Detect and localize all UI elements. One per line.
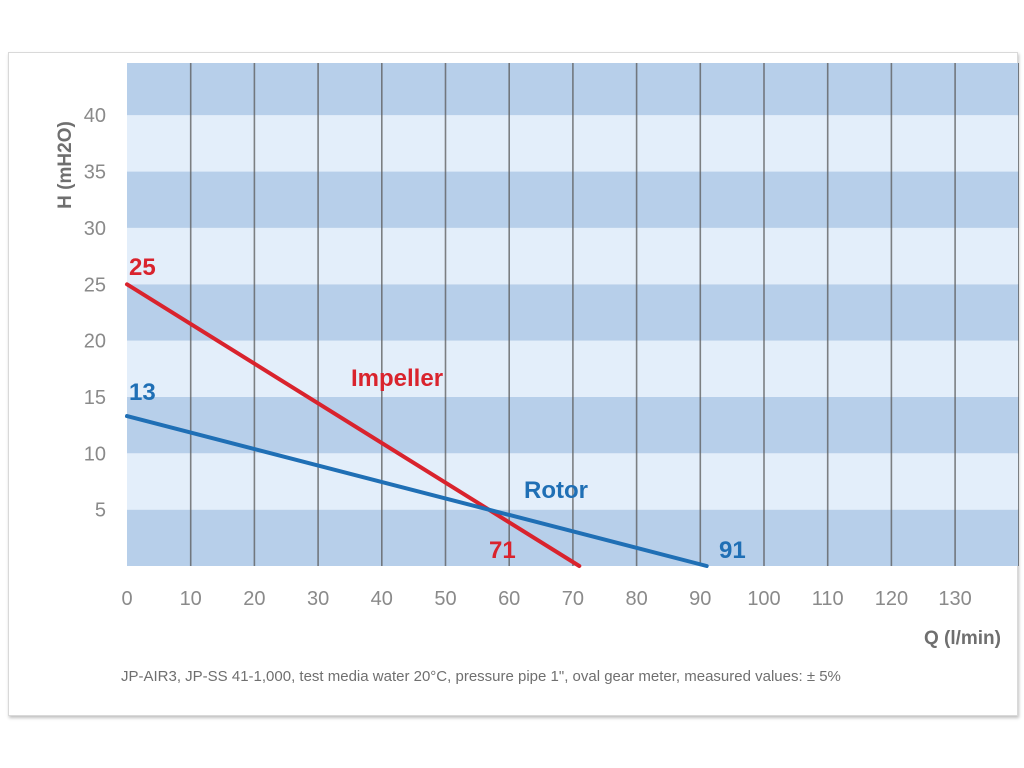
vertical-gridlines [189,63,1019,566]
series-lines [125,282,709,568]
x-tick-label: 120 [875,588,908,610]
x-tick-label: 10 [180,588,202,610]
y-tick-label: 30 [84,218,106,240]
x-tick-label: 70 [562,588,584,610]
y-tick-label: 20 [84,331,106,353]
x-axis-title: Q (l/min) [924,628,1001,649]
x-tick-label: 100 [747,588,780,610]
x-tick-label: 130 [938,588,971,610]
y-tick-label: 35 [84,162,106,184]
y-tick-label: 25 [84,274,106,296]
rotor-end-label: 91 [719,537,746,564]
impeller-end-label: 71 [489,537,516,564]
x-tick-label: 20 [243,588,265,610]
x-tick-label: 40 [371,588,393,610]
y-tick-label: 15 [84,387,106,409]
footnote: JP-AIR3, JP-SS 41-1,000, test media wate… [121,668,841,685]
y-tick-labels: 5 10 15 20 25 30 35 40 [84,105,106,521]
chart-frame: 5 10 15 20 25 30 35 40 0 10 20 30 40 50 60 70 80 90 100 11… [8,52,1019,716]
impeller-start-label: 25 [129,254,156,281]
x-tick-label: 90 [689,588,711,610]
y-axis-title: H (mH2O) [55,121,76,209]
series-line-impeller [125,282,582,568]
x-tick-label: 30 [307,588,329,610]
x-tick-label: 80 [625,588,647,610]
series-annotations: 25 71 Impeller 13 91 Rotor [129,254,746,564]
x-tick-label: 50 [434,588,456,610]
series-line-rotor [125,414,709,568]
y-tick-label: 40 [84,105,106,127]
x-tick-label: 60 [498,588,520,610]
pump-curve-chart: 5 10 15 20 25 30 35 40 0 10 20 30 40 50 60 70 80 90 100 11… [55,63,1019,685]
x-tick-labels: 0 10 20 30 40 50 60 70 80 90 100 110 120 130 [121,588,971,610]
impeller-series-label: Impeller [351,365,443,392]
x-tick-label: 0 [121,588,132,610]
y-tick-label: 5 [95,500,106,522]
y-tick-label: 10 [84,443,106,465]
rotor-series-label: Rotor [524,477,588,504]
rotor-start-label: 13 [129,379,156,406]
x-tick-label: 110 [812,588,844,610]
